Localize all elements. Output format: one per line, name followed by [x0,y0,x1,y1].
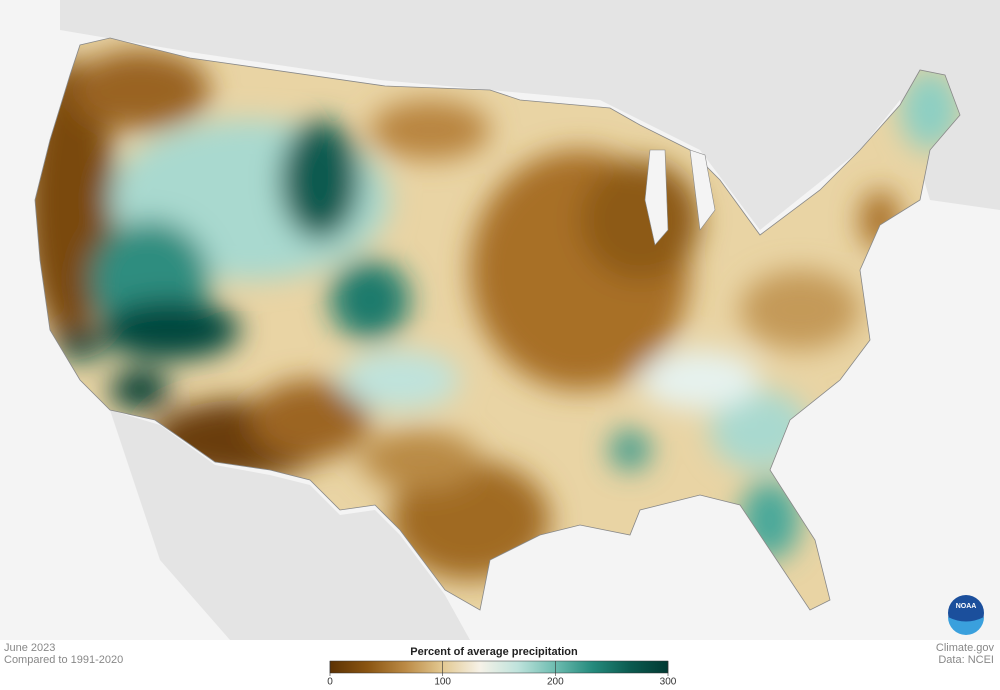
great-lakes [644,149,716,246]
colorbar-tick-label: 200 [547,677,564,688]
legend-title: Percent of average precipitation [410,646,578,658]
colorbar [329,660,669,674]
mexico [110,410,470,640]
site: Climate.gov [936,642,995,654]
colorbar-tick-label: 300 [660,677,677,688]
source: Data: NCEI [938,654,994,666]
logo-text: NOAA [956,603,977,610]
baseline: Compared to 1991-2020 [4,654,123,666]
noaa-logo: NOAA [948,595,984,635]
colorbar-tick-label: 0 [327,677,333,688]
colorbar-tick-label: 100 [434,677,451,688]
month: June 2023 [4,642,55,654]
canada [60,0,1000,230]
